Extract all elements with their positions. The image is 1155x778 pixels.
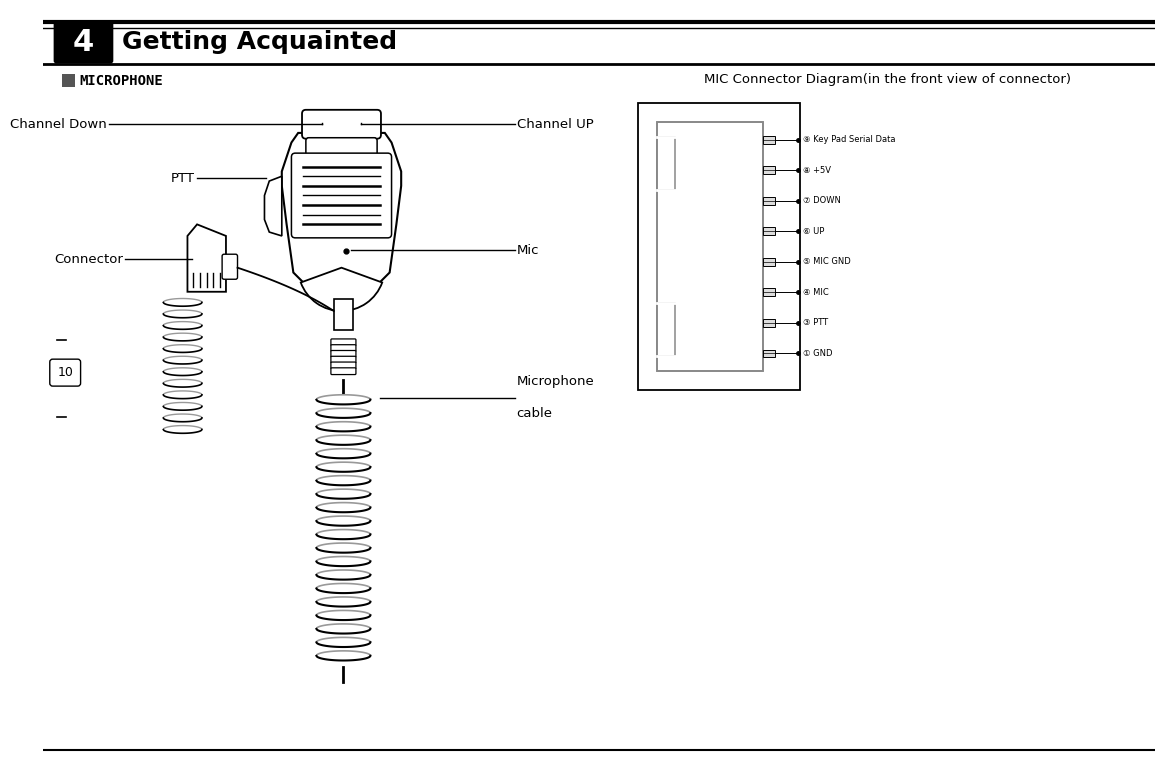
Bar <box>657 122 763 370</box>
Text: ① GND: ① GND <box>803 349 832 358</box>
FancyBboxPatch shape <box>330 356 356 363</box>
Bar <box>763 166 775 174</box>
Text: ⑦ DOWN: ⑦ DOWN <box>803 196 841 205</box>
Text: ⑤ MIC GND: ⑤ MIC GND <box>803 258 850 266</box>
Bar <box>62 74 75 86</box>
FancyBboxPatch shape <box>330 362 356 369</box>
Bar <box>657 137 675 190</box>
Bar <box>763 349 775 357</box>
Text: ⑧ +5V: ⑧ +5V <box>803 166 830 175</box>
Text: Channel Down: Channel Down <box>10 117 106 131</box>
Text: ③ PTT: ③ PTT <box>803 318 828 328</box>
FancyBboxPatch shape <box>291 153 392 238</box>
Text: Channel UP: Channel UP <box>516 117 594 131</box>
Bar <box>657 122 763 370</box>
Text: 4: 4 <box>73 28 94 57</box>
Bar <box>657 303 675 356</box>
Bar <box>763 319 775 327</box>
FancyBboxPatch shape <box>53 21 113 64</box>
Text: cable: cable <box>516 408 553 420</box>
FancyBboxPatch shape <box>330 339 356 345</box>
Polygon shape <box>282 133 401 301</box>
Polygon shape <box>187 224 226 292</box>
Bar <box>763 289 775 296</box>
Bar <box>763 258 775 265</box>
Wedge shape <box>300 268 382 311</box>
FancyBboxPatch shape <box>50 359 81 386</box>
Bar <box>638 103 799 390</box>
Bar <box>763 227 775 235</box>
Bar <box>763 197 775 205</box>
Text: MICROPHONE: MICROPHONE <box>80 74 163 88</box>
FancyBboxPatch shape <box>330 368 356 374</box>
Text: Connector: Connector <box>54 253 122 265</box>
Bar <box>334 300 353 331</box>
Text: PTT: PTT <box>171 172 195 184</box>
Text: Getting Acquainted: Getting Acquainted <box>122 30 397 54</box>
FancyBboxPatch shape <box>330 351 356 357</box>
Text: MIC Connector Diagram(in the front view of connector): MIC Connector Diagram(in the front view … <box>703 73 1071 86</box>
FancyBboxPatch shape <box>330 345 356 352</box>
Text: 10: 10 <box>58 366 73 379</box>
Text: ⑨ Key Pad Serial Data: ⑨ Key Pad Serial Data <box>803 135 895 144</box>
Polygon shape <box>264 177 282 236</box>
FancyBboxPatch shape <box>222 254 238 279</box>
FancyBboxPatch shape <box>301 110 381 138</box>
Bar <box>763 136 775 143</box>
Text: Mic: Mic <box>516 244 539 257</box>
Text: ④ MIC: ④ MIC <box>803 288 828 297</box>
FancyBboxPatch shape <box>306 138 378 165</box>
Text: ⑥ UP: ⑥ UP <box>803 226 824 236</box>
Text: Microphone: Microphone <box>516 375 595 388</box>
